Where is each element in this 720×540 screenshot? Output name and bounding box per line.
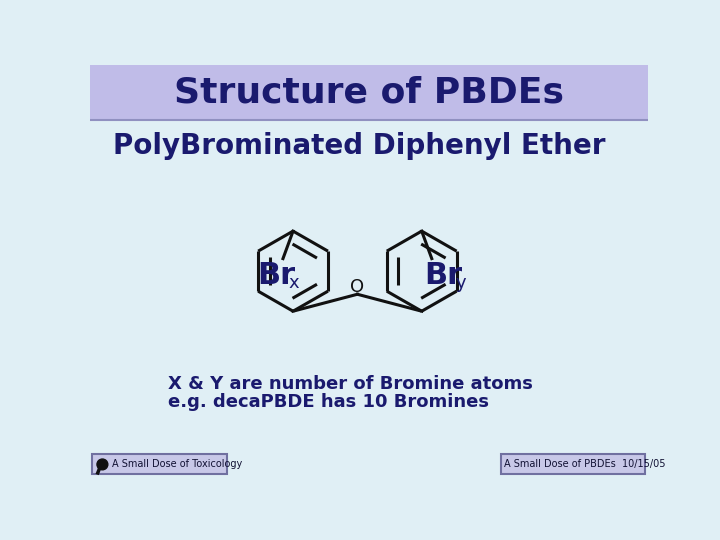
Text: y: y xyxy=(455,274,466,292)
Text: A Small Dose of Toxicology: A Small Dose of Toxicology xyxy=(112,460,242,469)
Text: A Small Dose of PBDEs  10/15/05: A Small Dose of PBDEs 10/15/05 xyxy=(504,460,665,469)
FancyBboxPatch shape xyxy=(90,65,648,120)
Text: X & Y are number of Bromine atoms: X & Y are number of Bromine atoms xyxy=(168,375,532,393)
Text: Structure of PBDEs: Structure of PBDEs xyxy=(174,76,564,110)
Text: O: O xyxy=(351,278,364,295)
Text: e.g. decaPBDE has 10 Bromines: e.g. decaPBDE has 10 Bromines xyxy=(168,393,488,411)
Text: PolyBrominated Diphenyl Ether: PolyBrominated Diphenyl Ether xyxy=(113,132,606,160)
Text: Br: Br xyxy=(424,261,462,290)
FancyBboxPatch shape xyxy=(500,455,645,475)
Text: x: x xyxy=(289,274,299,292)
Text: Br: Br xyxy=(258,261,296,290)
FancyBboxPatch shape xyxy=(91,455,228,475)
Circle shape xyxy=(97,459,108,470)
